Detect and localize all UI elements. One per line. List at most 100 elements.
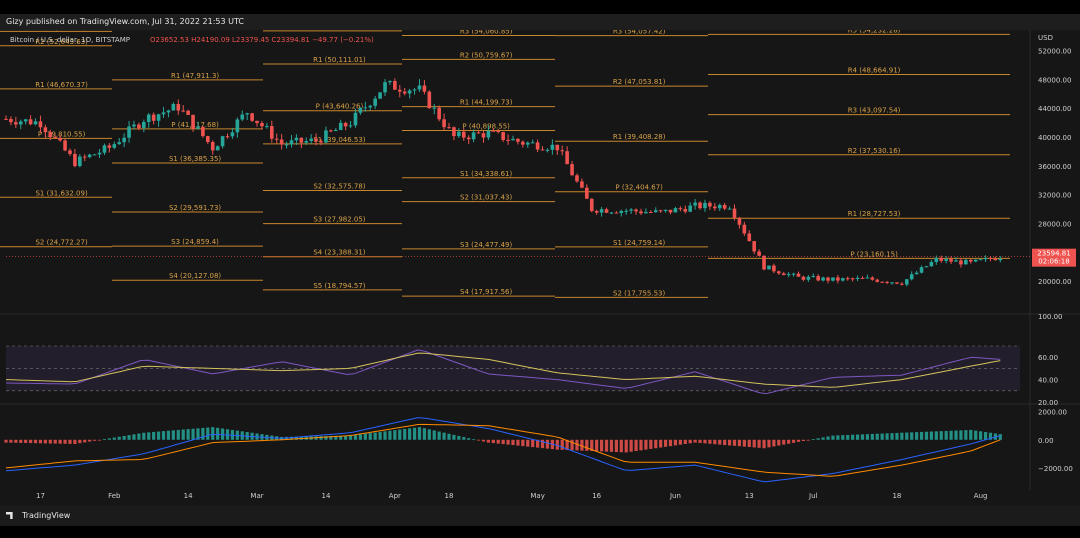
candle-body	[388, 80, 392, 83]
candle-body	[230, 132, 235, 137]
candle-body	[107, 145, 112, 148]
candle-body	[777, 271, 781, 274]
macd-histogram-bar	[693, 439, 697, 443]
macd-histogram-bar	[959, 430, 963, 440]
macd-histogram-bar	[629, 439, 633, 452]
macd-histogram-bar	[344, 435, 348, 440]
macd-histogram-bar	[19, 439, 23, 443]
candle-body	[954, 260, 958, 262]
macd-histogram-bar	[860, 434, 865, 440]
macd-histogram-bar	[403, 428, 407, 440]
macd-histogram-bar	[511, 439, 515, 446]
candle-body	[324, 130, 328, 143]
candle-body	[146, 114, 151, 122]
macd-histogram-bar	[457, 435, 461, 440]
candle-body	[265, 126, 269, 128]
macd-histogram-bar	[668, 439, 673, 447]
time-tick-label: 18	[445, 492, 454, 500]
macd-histogram-bar	[432, 430, 436, 440]
macd-histogram-bar	[156, 431, 161, 440]
macd-histogram-bar	[14, 439, 18, 443]
candle-body	[491, 130, 496, 132]
candle-body	[742, 224, 747, 234]
candle-body	[555, 144, 560, 151]
candle-body	[737, 217, 742, 225]
macd-histogram-bar	[934, 431, 938, 440]
macd-histogram-bar	[595, 439, 599, 452]
candle-body	[161, 112, 166, 115]
candle-body	[831, 277, 835, 281]
pivot-label: S1 (24,759.14)	[613, 239, 665, 247]
chart-svg[interactable]: P (54,649.28) R2 (52,643.63) R1 (46,670.37…	[0, 23, 1080, 506]
price-tick-label: 20000.00	[1038, 278, 1071, 286]
macd-histogram-bar	[954, 430, 958, 440]
candle-body	[968, 259, 973, 262]
macd-histogram-bar	[181, 429, 185, 440]
candle-body	[82, 156, 87, 158]
macd-histogram-bar	[585, 439, 589, 451]
macd-histogram-bar	[176, 429, 180, 440]
macd-histogram-bar	[683, 439, 687, 444]
pivot-label: R2 (52,643.63)	[35, 38, 88, 46]
candle-body	[314, 138, 318, 142]
candle-body	[511, 138, 515, 141]
candle-body	[117, 142, 122, 145]
candle-body	[521, 141, 525, 145]
chart-area[interactable]: P (54,649.28) R2 (52,643.63) R1 (46,670.37…	[0, 23, 1080, 506]
time-tick-label: 13	[745, 492, 754, 500]
pivot-label: S4 (23,388.31)	[313, 249, 365, 257]
candle-body	[274, 138, 279, 140]
candle-body	[791, 273, 796, 275]
candle-body	[476, 132, 481, 134]
macd-histogram-bar	[949, 430, 953, 440]
macd-histogram-bar	[915, 432, 919, 440]
time-tick-label: Mar	[250, 492, 263, 500]
macd-histogram-bar	[422, 428, 426, 440]
macd-histogram-bar	[383, 431, 387, 440]
publish-info-text: Gizy published on TradingView.com, Jul 3…	[6, 17, 244, 26]
macd-histogram-bar	[663, 439, 668, 447]
candle-body	[343, 122, 348, 127]
macd-histogram-bar	[969, 429, 973, 440]
candle-body	[329, 130, 333, 132]
candle-body	[92, 154, 97, 156]
candle-body	[624, 210, 629, 212]
candle-body	[703, 202, 707, 209]
candle-body	[53, 137, 58, 139]
pivot-label: R1 (50,111.01)	[313, 56, 366, 64]
macd-histogram-bar	[348, 435, 353, 440]
candle-body	[378, 92, 382, 99]
macd-histogram-bar	[68, 439, 72, 444]
macd-tick-label: 0.00	[1038, 437, 1054, 445]
candle-body	[38, 121, 43, 128]
macd-histogram-bar	[634, 439, 638, 452]
pivot-label: S2 (29,591.73)	[169, 204, 221, 212]
candle-body	[260, 123, 264, 127]
candle-body	[309, 138, 313, 142]
candle-body	[796, 273, 801, 277]
macd-histogram-bar	[875, 433, 879, 440]
candle-body	[250, 113, 254, 121]
macd-histogram-bar	[97, 439, 102, 441]
time-tick-label: May	[530, 492, 544, 500]
macd-histogram-bar	[329, 435, 333, 440]
candle-body	[466, 137, 471, 140]
candle-body	[33, 121, 38, 125]
macd-histogram-bar	[939, 431, 943, 440]
macd-histogram-bar	[767, 439, 771, 448]
macd-histogram-bar	[43, 439, 47, 444]
macd-histogram-bar	[122, 435, 126, 440]
candle-body	[658, 210, 663, 212]
footer: TradingView	[0, 506, 1080, 526]
macd-histogram-bar	[732, 439, 737, 446]
candle-body	[934, 257, 939, 263]
candle-body	[166, 110, 171, 113]
pivot-label: R2 (50,759.67)	[460, 51, 513, 59]
candle-body	[225, 136, 230, 138]
macd-histogram-bar	[442, 432, 446, 440]
candle-body	[28, 119, 33, 125]
candle-body	[447, 127, 451, 129]
pivot-label: P (43,640.26)	[316, 103, 364, 111]
macd-histogram-bar	[486, 439, 490, 443]
macd-histogram-bar	[673, 439, 678, 446]
